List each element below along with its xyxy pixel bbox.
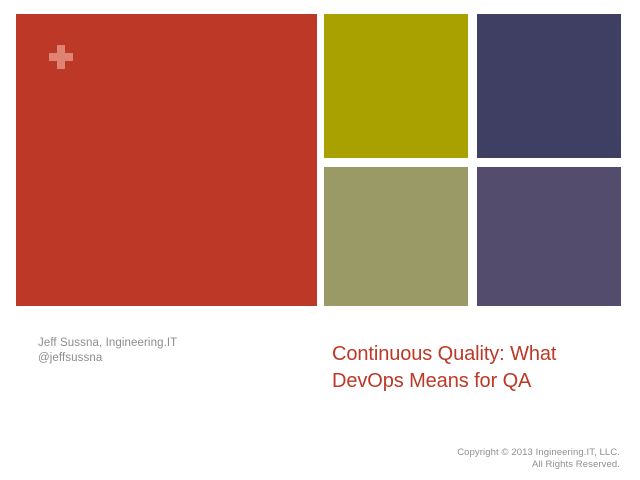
- byline-author: Jeff Sussna, Ingineering.IT: [38, 337, 178, 349]
- byline-handle: @jeffsussna: [38, 352, 103, 364]
- navy-block: [477, 14, 621, 158]
- copyright-line-1: Copyright © 2013 Ingineering.IT, LLC.: [457, 447, 620, 458]
- page-title-line-2: DevOps Means for QA: [332, 370, 532, 393]
- byline: Jeff Sussna, Ingineering.IT @jeffsussna: [38, 336, 298, 366]
- olive-block: [324, 14, 468, 158]
- purple-block: [477, 167, 621, 306]
- hero-block: [16, 14, 317, 306]
- plus-icon: [49, 45, 73, 69]
- sage-block: [324, 167, 468, 306]
- copyright-line-2: All Rights Reserved.: [531, 459, 620, 470]
- copyright-notice: Copyright © 2013 Ingineering.IT, LLC. Al…: [457, 447, 620, 471]
- page-title: Continuous Quality: What DevOps Means fo…: [332, 341, 622, 395]
- page-title-line-1: Continuous Quality: What: [332, 343, 557, 366]
